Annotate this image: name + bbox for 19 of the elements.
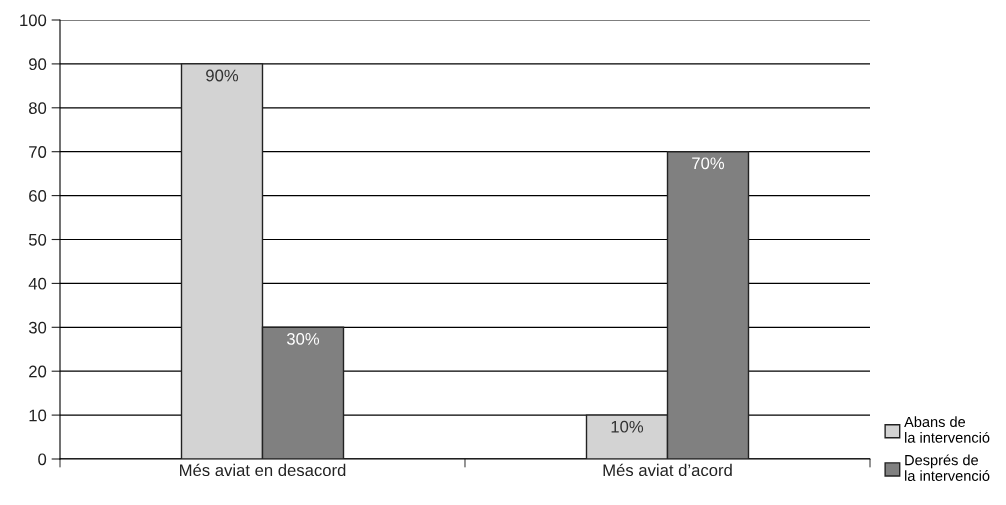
legend-label: Després de la intervenció (905, 454, 990, 481)
y-tick-label: 0 (38, 453, 47, 466)
x-tick-label: Més aviat d’acord (603, 463, 732, 477)
y-tick-label: 100 (20, 14, 47, 27)
y-tick-label: 70 (29, 146, 47, 158)
y-tick-label: 10 (29, 409, 47, 422)
y-tick-label: 90 (29, 58, 47, 71)
y-tick-label: 30 (28, 321, 47, 334)
y-tick-label: 20 (29, 365, 47, 378)
data-label: 30% (286, 333, 320, 345)
y-tick-label: 80 (28, 102, 47, 114)
y-tick-label: 50 (28, 233, 47, 246)
y-tick-label: 40 (28, 277, 47, 290)
legend-label: Abans de la intervenció (904, 416, 990, 443)
data-label: 10% (611, 420, 644, 433)
x-tick-label: Més aviat en desacord (180, 463, 346, 477)
data-label: 90% (206, 69, 239, 82)
y-tick-label: 60 (29, 190, 47, 202)
data-label: 70% (692, 157, 725, 170)
